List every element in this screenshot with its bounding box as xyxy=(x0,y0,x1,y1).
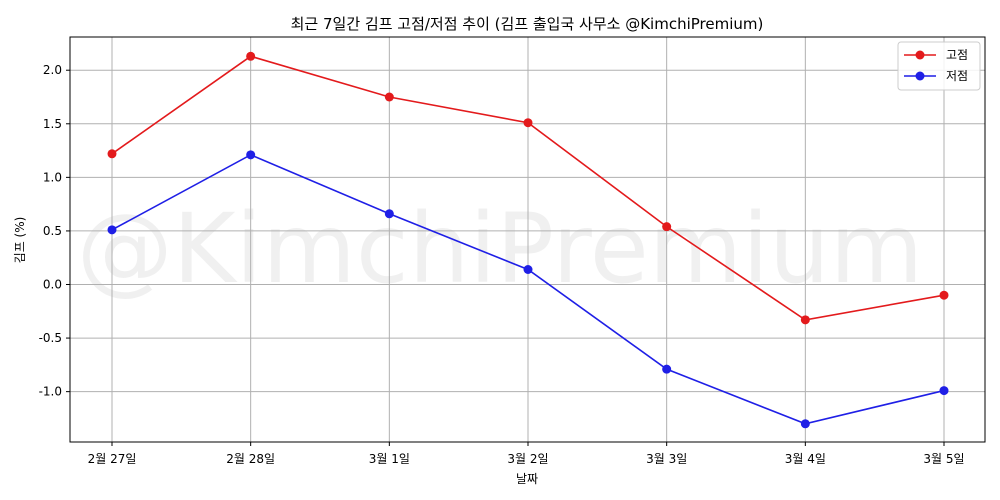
x-tick-label: 2월 28일 xyxy=(226,452,275,466)
y-tick-label: -1.0 xyxy=(39,385,62,399)
data-point-low xyxy=(939,386,949,396)
y-tick-label: 0.0 xyxy=(43,278,62,292)
data-point-low xyxy=(107,225,117,235)
x-tick-label: 3월 5일 xyxy=(923,452,964,466)
chart-title: 최근 7일간 김프 고점/저점 추이 (김프 출입국 사무소 @KimchiPr… xyxy=(291,15,764,33)
x-tick-label: 3월 2일 xyxy=(507,452,548,466)
data-point-high xyxy=(246,51,256,61)
data-point-low xyxy=(246,150,256,160)
y-axis-label: 김프 (%) xyxy=(13,217,27,264)
x-tick-label: 2월 27일 xyxy=(88,452,137,466)
y-tick-label: -0.5 xyxy=(39,331,62,345)
legend-label: 저점 xyxy=(946,69,968,83)
data-point-low xyxy=(384,209,394,219)
x-tick-label: 3월 4일 xyxy=(785,452,826,466)
legend-label: 고점 xyxy=(946,48,968,62)
x-axis-label: 날짜 xyxy=(516,472,538,486)
y-tick-label: 1.0 xyxy=(43,170,62,184)
axis-ticks: 2월 27일 2월 28일 3월 1일 3월 2일 3월 3일 3월 4일 3월 5일 -1.… xyxy=(39,63,965,466)
data-point-high xyxy=(107,149,117,159)
x-tick-label: 3월 3일 xyxy=(646,452,687,466)
x-tick-label: 3월 1일 xyxy=(369,452,410,466)
legend-marker xyxy=(915,71,925,81)
data-point-high xyxy=(523,118,533,128)
legend-marker xyxy=(915,50,925,60)
watermark-text: @KimchiPremium xyxy=(77,193,924,305)
data-point-low xyxy=(800,419,810,429)
data-point-low xyxy=(523,265,533,274)
data-point-high xyxy=(800,315,810,325)
y-tick-label: 1.5 xyxy=(43,117,62,131)
data-point-high xyxy=(662,222,672,232)
data-point-low xyxy=(662,364,672,374)
y-tick-label: 0.5 xyxy=(43,224,62,238)
data-point-high xyxy=(939,290,949,300)
data-point-high xyxy=(384,92,394,102)
y-tick-label: 2.0 xyxy=(43,63,62,77)
series-group xyxy=(107,51,949,429)
